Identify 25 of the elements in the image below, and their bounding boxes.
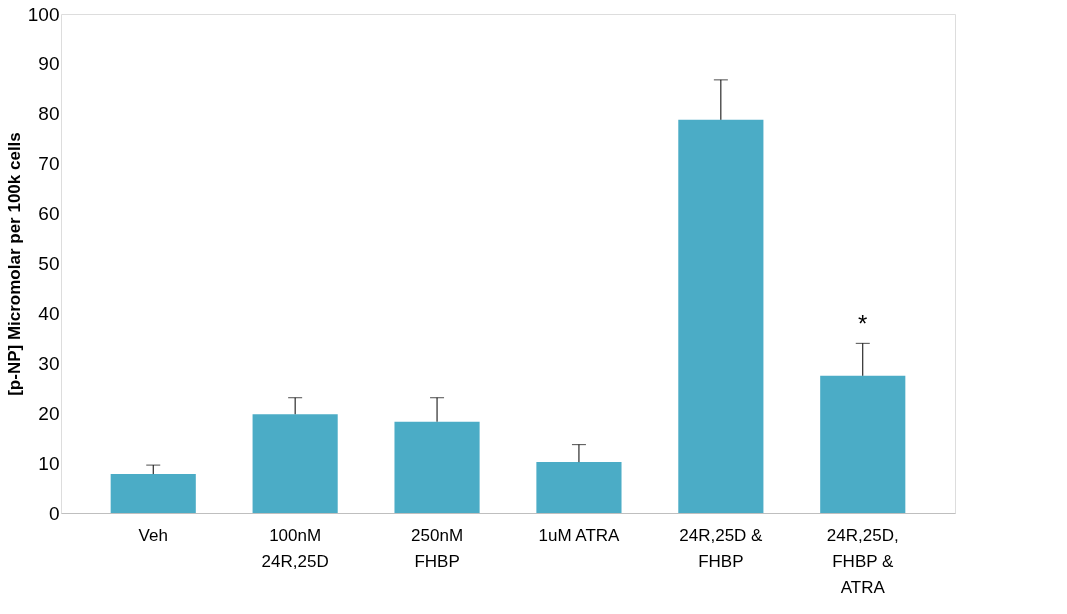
x-tick-label: 24R,25D, FHBP & ATRA bbox=[826, 525, 899, 597]
y-tick-label: 70 bbox=[38, 153, 60, 175]
x-tick-label: Veh bbox=[138, 525, 168, 545]
bar bbox=[536, 462, 622, 513]
bar bbox=[252, 414, 338, 513]
bar bbox=[820, 375, 906, 513]
y-tick-label: 80 bbox=[38, 103, 60, 125]
bar bbox=[110, 474, 196, 513]
y-tick-label: 0 bbox=[48, 502, 60, 524]
x-tick-label: 250nM FHBP bbox=[411, 525, 464, 571]
x-tick-label: 1uM ATRA bbox=[538, 525, 621, 545]
y-tick-label: 100 bbox=[27, 3, 60, 25]
annotation: * bbox=[858, 310, 868, 338]
y-tick-label: 60 bbox=[38, 203, 60, 225]
x-tick-label: 100nM 24R,25D bbox=[261, 525, 329, 571]
y-tick-label: 30 bbox=[38, 352, 60, 374]
x-tick-label: 24R,25D & FHBP bbox=[679, 525, 764, 571]
y-tick-label: 20 bbox=[38, 402, 60, 424]
y-tick-label: 90 bbox=[38, 53, 60, 75]
y-axis-title: [p-NP] Micromolar per 100k cells bbox=[4, 132, 24, 396]
y-tick-label: 10 bbox=[38, 452, 60, 474]
bar bbox=[394, 421, 480, 513]
y-tick-label: 50 bbox=[38, 253, 60, 274]
bar bbox=[678, 119, 764, 513]
y-tick-label: 40 bbox=[38, 302, 60, 324]
